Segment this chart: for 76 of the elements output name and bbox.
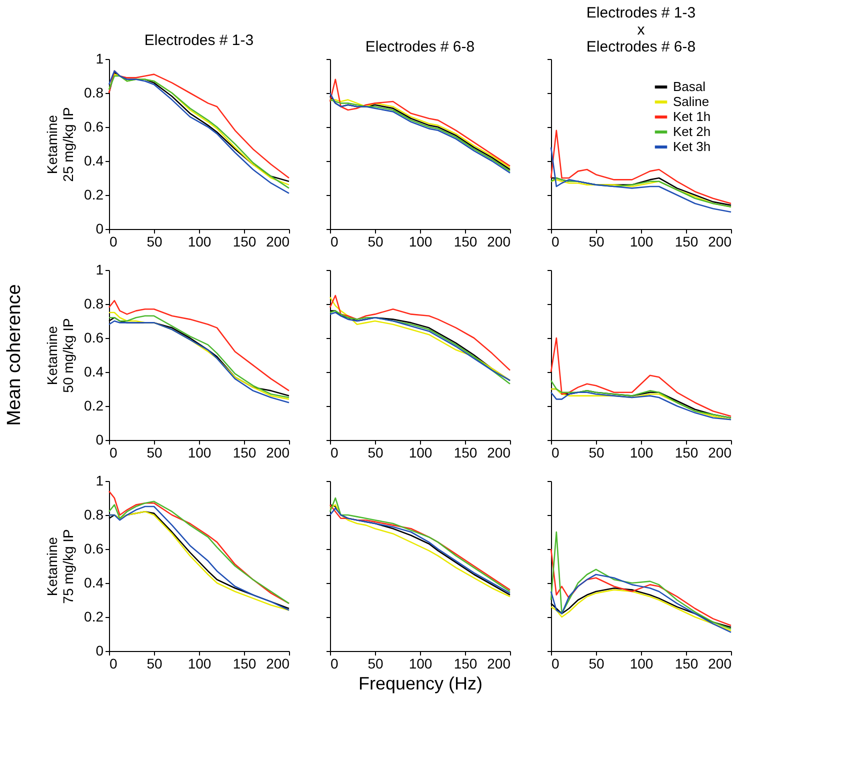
x-tick-label: 200 bbox=[266, 234, 290, 250]
x-tick-label: 150 bbox=[674, 234, 698, 250]
x-tick-label: 150 bbox=[454, 444, 478, 460]
x-tick-label: 50 bbox=[368, 444, 384, 460]
x-axis-title: Frequency (Hz) bbox=[358, 674, 483, 694]
y-tick-label: 0.2 bbox=[84, 398, 104, 414]
x-tick-label: 100 bbox=[630, 234, 654, 250]
x-tick-label: 0 bbox=[110, 444, 118, 460]
y-tick-label: 0.8 bbox=[84, 506, 104, 522]
y-tick-label: 0.2 bbox=[84, 186, 104, 202]
x-tick-label: 50 bbox=[588, 444, 604, 460]
x-tick-label: 200 bbox=[266, 656, 290, 672]
x-tick-label: 200 bbox=[708, 444, 732, 460]
x-tick-label: 200 bbox=[487, 234, 511, 250]
x-tick-label: 200 bbox=[708, 234, 732, 250]
x-tick-label: 50 bbox=[588, 656, 604, 672]
legend-label: Saline bbox=[673, 94, 710, 109]
y-tick-label: 0.6 bbox=[84, 540, 104, 556]
x-tick-label: 200 bbox=[487, 444, 511, 460]
x-tick-label: 50 bbox=[146, 444, 162, 460]
x-tick-label: 0 bbox=[110, 234, 118, 250]
x-tick-label: 100 bbox=[630, 656, 654, 672]
x-tick-label: 0 bbox=[552, 444, 560, 460]
x-tick-label: 50 bbox=[146, 234, 162, 250]
x-tick-label: 100 bbox=[408, 444, 432, 460]
x-tick-label: 0 bbox=[330, 656, 338, 672]
x-tick-label: 0 bbox=[552, 656, 560, 672]
chart-title: Electrodes # 1-3 bbox=[144, 32, 254, 49]
x-tick-label: 100 bbox=[188, 656, 212, 672]
y-tick-label: 0.8 bbox=[84, 84, 104, 100]
x-tick-label: 50 bbox=[368, 656, 384, 672]
x-tick-label: 100 bbox=[188, 444, 212, 460]
y-tick-label: 0.4 bbox=[84, 152, 104, 168]
x-tick-label: 100 bbox=[408, 656, 432, 672]
legend-label: Basal bbox=[673, 79, 706, 94]
y-tick-label: 0.6 bbox=[84, 330, 104, 346]
chart-title: Electrodes # 1-3 x Electrodes # 6-8 bbox=[586, 4, 696, 56]
y-tick-label: 0.4 bbox=[84, 364, 104, 380]
x-tick-label: 100 bbox=[188, 234, 212, 250]
x-tick-label: 150 bbox=[674, 656, 698, 672]
y-tick-label: 1 bbox=[96, 472, 104, 488]
chart-title: Electrodes # 6-8 bbox=[365, 38, 475, 56]
y-axis-title: Ketamine 50 mg/kg IP bbox=[44, 318, 76, 393]
y-tick-label: 0 bbox=[96, 220, 104, 236]
x-tick-label: 50 bbox=[588, 234, 604, 250]
x-tick-label: 200 bbox=[708, 656, 732, 672]
x-tick-label: 100 bbox=[630, 444, 654, 460]
text: Mean coherence bbox=[4, 284, 25, 426]
x-tick-label: 150 bbox=[232, 234, 256, 250]
x-tick-label: 150 bbox=[454, 234, 478, 250]
y-tick-label: 1 bbox=[96, 262, 104, 278]
y-tick-label: 1 bbox=[96, 50, 104, 66]
y-tick-label: 0.6 bbox=[84, 118, 104, 134]
y-tick-label: 0 bbox=[96, 432, 104, 448]
y-tick-label: 0.4 bbox=[84, 574, 104, 590]
y-tick-label: 0.8 bbox=[84, 296, 104, 312]
x-tick-label: 50 bbox=[368, 234, 384, 250]
x-tick-label: 150 bbox=[454, 656, 478, 672]
y-tick-label: 0 bbox=[96, 642, 104, 658]
y-axis-title: Ketamine 25 mg/kg IP bbox=[44, 107, 76, 182]
x-tick-label: 200 bbox=[487, 656, 511, 672]
x-tick-label: 0 bbox=[330, 444, 338, 460]
x-tick-label: 100 bbox=[408, 234, 432, 250]
legend-label: Ket 1h bbox=[673, 109, 711, 124]
y-axis-title: Ketamine 75 mg/kg IP bbox=[44, 529, 76, 604]
x-tick-label: 200 bbox=[266, 444, 290, 460]
x-tick-label: 50 bbox=[146, 656, 162, 672]
x-tick-label: 0 bbox=[552, 234, 560, 250]
y-tick-label: 0.2 bbox=[84, 608, 104, 624]
x-tick-label: 150 bbox=[232, 444, 256, 460]
x-tick-label: 150 bbox=[232, 656, 256, 672]
legend-label: Ket 2h bbox=[673, 124, 711, 139]
x-tick-label: 0 bbox=[110, 656, 118, 672]
x-tick-label: 0 bbox=[330, 234, 338, 250]
x-tick-label: 150 bbox=[674, 444, 698, 460]
legend-label: Ket 3h bbox=[673, 139, 711, 154]
